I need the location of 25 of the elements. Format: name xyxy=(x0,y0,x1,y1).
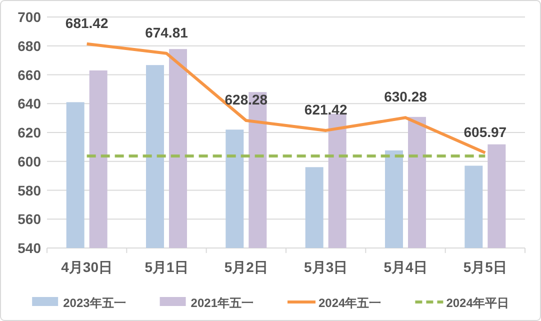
data-label: 621.42 xyxy=(304,101,348,118)
data-label: 605.97 xyxy=(464,124,507,140)
y-tick-label: 600 xyxy=(18,153,42,170)
data-label: 674.81 xyxy=(145,24,188,40)
y-tick-label: 580 xyxy=(18,182,42,198)
y-tick-label: 640 xyxy=(18,96,42,112)
y-tick-label: 660 xyxy=(18,66,42,83)
x-tick-label: 5月3日 xyxy=(304,259,348,275)
x-tick-label: 5月1日 xyxy=(144,259,188,275)
y-tick-label: 700 xyxy=(18,9,42,25)
legend-label: 2023年五一 xyxy=(63,296,126,310)
x-tick-label: 4月30日 xyxy=(61,259,113,275)
x-tick-label: 5月2日 xyxy=(224,259,268,275)
data-label: 630.28 xyxy=(384,88,428,105)
y-tick-label: 560 xyxy=(18,211,42,228)
legend-label: 2021年五一 xyxy=(190,296,254,310)
legend-label: 2024年五一 xyxy=(318,296,382,310)
data-label: 681.42 xyxy=(65,14,108,31)
data-label: 628.28 xyxy=(224,92,268,108)
y-tick-label: 540 xyxy=(18,240,42,256)
y-tick-label: 680 xyxy=(18,38,42,54)
legend-label: 2024年平日 xyxy=(446,296,509,310)
y-tick-label: 620 xyxy=(18,124,42,140)
x-tick-label: 5月4日 xyxy=(384,259,428,275)
x-tick-label: 5月5日 xyxy=(463,259,507,275)
